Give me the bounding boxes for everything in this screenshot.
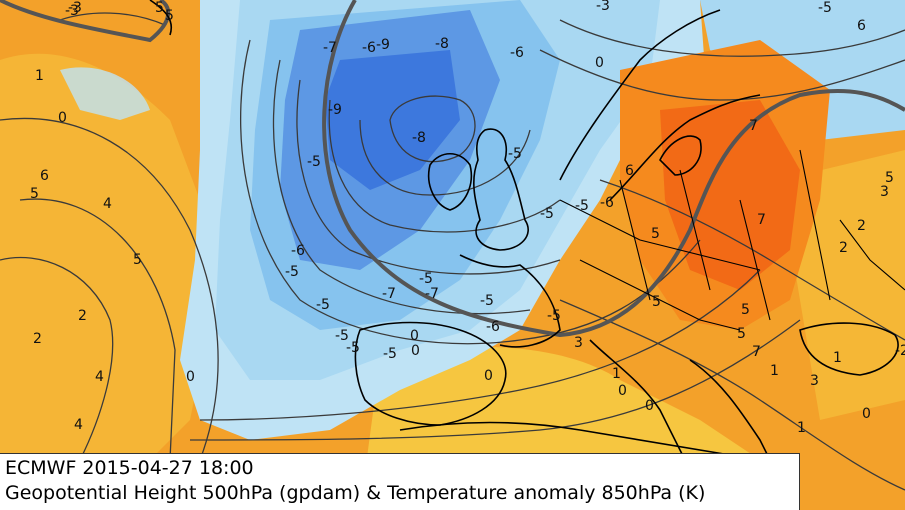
anomaly-value-label: -5 — [335, 328, 349, 344]
anomaly-value-label: 0 — [411, 343, 420, 359]
anomaly-value-label: -6 — [291, 243, 305, 259]
anomaly-value-label: -5 — [383, 346, 397, 362]
anomaly-value-label: -7 — [323, 40, 337, 56]
anomaly-value-label: 2 — [839, 240, 848, 256]
anomaly-value-label: 5 — [737, 326, 746, 342]
anomaly-value-label: -5 — [346, 340, 360, 356]
anomaly-value-label: -5 — [316, 297, 330, 313]
anomaly-value-label: -8 — [435, 36, 449, 52]
coastlines — [149, 0, 899, 501]
anomaly-value-label: 0 — [484, 368, 493, 384]
model-run-label: ECMWF 2015-04-27 18:00 — [5, 457, 254, 479]
anomaly-value-label: 3 — [880, 184, 889, 200]
anomaly-value-label: 1 — [612, 366, 621, 382]
anomaly-value-label: 3 — [810, 373, 819, 389]
anomaly-value-label: 6 — [40, 168, 49, 184]
anomaly-value-label: 2 — [857, 218, 866, 234]
anomaly-value-label: 6 — [625, 163, 634, 179]
anomaly-value-label: 4 — [74, 417, 83, 433]
anomaly-value-label: 0 — [618, 383, 627, 399]
anomaly-value-label: 1 — [770, 363, 779, 379]
anomaly-value-label: 4 — [103, 196, 112, 212]
anomaly-value-label: -2 — [895, 343, 905, 359]
anomaly-value-label: -7 — [425, 286, 439, 302]
anomaly-value-label: 0 — [58, 110, 67, 126]
anomaly-value-label: 5 — [885, 170, 894, 186]
anomaly-value-label: 5 — [651, 226, 660, 242]
anomaly-value-label: 5 — [133, 252, 142, 268]
anomaly-value-label: 1 — [797, 420, 806, 436]
anomaly-value-label: -5 — [307, 154, 321, 170]
anomaly-value-label: 2 — [78, 308, 87, 324]
anomaly-value-label: -9 — [328, 102, 342, 118]
anomaly-value-label: 7 — [752, 344, 761, 360]
anomaly-value-label: 0 — [862, 406, 871, 422]
anomaly-value-label: -8 — [412, 130, 426, 146]
anomaly-value-label: -5 — [285, 264, 299, 280]
anomaly-value-label: 5 — [741, 302, 750, 318]
anomaly-value-label: -5 — [540, 206, 554, 222]
anomaly-value-label: -3 — [68, 0, 82, 16]
anomaly-value-label: 5 — [652, 294, 661, 310]
anomaly-value-label: -5 — [480, 293, 494, 309]
anomaly-value-label: 0 — [645, 398, 654, 414]
anomaly-value-label: -5 — [547, 308, 561, 324]
anomaly-value-label: 1 — [35, 68, 44, 84]
anomaly-value-label: -5 — [575, 198, 589, 214]
anomaly-value-label: 0 — [186, 369, 195, 385]
cold-anomaly-area — [60, 0, 905, 440]
anomaly-value-label: 3 — [574, 335, 583, 351]
anomaly-value-label: 0 — [410, 328, 419, 344]
anomaly-value-label: 4 — [95, 369, 104, 385]
country-borders — [559, 149, 905, 331]
anomaly-value-label: -3 — [65, 3, 79, 19]
anomaly-value-label: 6 — [857, 18, 866, 34]
anomaly-value-label: -9 — [376, 37, 390, 53]
anomaly-value-label: -5 — [419, 271, 433, 287]
anomaly-value-label: 7 — [749, 118, 758, 134]
anomaly-value-label: -6 — [600, 195, 614, 211]
product-label: Geopotential Height 500hPa (gpdam) & Tem… — [5, 482, 706, 504]
anomaly-value-label: -3 — [596, 0, 610, 14]
anomaly-value-label: -7 — [382, 286, 396, 302]
anomaly-value-label: -6 — [362, 40, 376, 56]
anomaly-value-label: 0 — [595, 55, 604, 71]
anomaly-value-label: 5 — [155, 0, 164, 16]
anomaly-value-label: 5 — [165, 8, 174, 24]
anomaly-value-label: 5 — [30, 186, 39, 202]
bold-contour-line — [0, 0, 905, 338]
anomaly-value-label: 7 — [757, 212, 766, 228]
anomaly-value-label: -5 — [818, 0, 832, 16]
anomaly-value-label: -6 — [510, 45, 524, 61]
anomaly-value-label: -5 — [508, 146, 522, 162]
anomaly-value-label: 1 — [833, 350, 842, 366]
anomaly-value-label: -6 — [486, 319, 500, 335]
map-caption: ECMWF 2015-04-27 18:00 Geopotential Heig… — [0, 453, 800, 510]
anomaly-value-label: 2 — [33, 331, 42, 347]
